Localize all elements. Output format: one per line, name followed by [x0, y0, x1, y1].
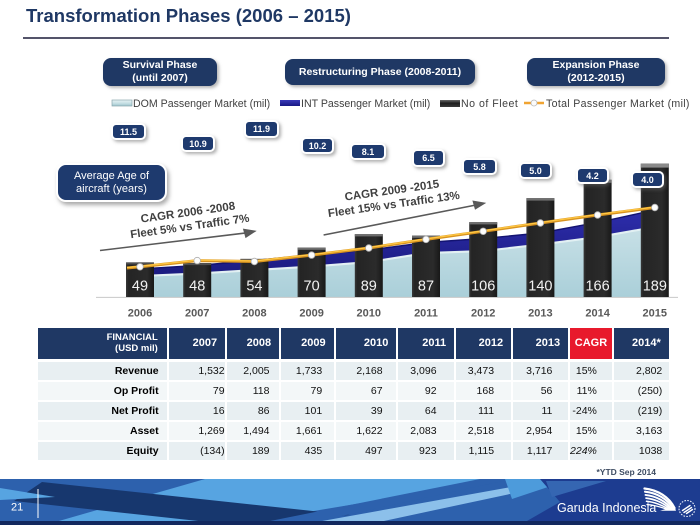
svg-text:2014: 2014 [585, 308, 610, 320]
svg-text:70: 70 [304, 279, 320, 295]
svg-text:2012: 2012 [471, 308, 495, 320]
svg-text:140: 140 [528, 279, 552, 295]
svg-text:2010: 2010 [357, 308, 381, 320]
svg-text:2015: 2015 [643, 308, 667, 320]
svg-text:Garuda Indonesia: Garuda Indonesia [557, 501, 656, 515]
svg-text:166: 166 [585, 279, 609, 295]
svg-text:54: 54 [246, 279, 262, 295]
svg-text:2006: 2006 [128, 308, 152, 320]
svg-text:2009: 2009 [299, 308, 323, 320]
svg-text:89: 89 [361, 279, 377, 295]
svg-text:2013: 2013 [528, 308, 552, 320]
svg-text:106: 106 [471, 279, 495, 295]
svg-text:48: 48 [189, 279, 205, 295]
svg-text:2011: 2011 [414, 308, 438, 320]
svg-text:87: 87 [418, 279, 434, 295]
svg-text:2008: 2008 [242, 308, 266, 320]
svg-text:49: 49 [132, 279, 148, 295]
svg-text:21: 21 [11, 502, 23, 514]
svg-text:189: 189 [643, 279, 667, 295]
svg-text:2007: 2007 [185, 308, 209, 320]
